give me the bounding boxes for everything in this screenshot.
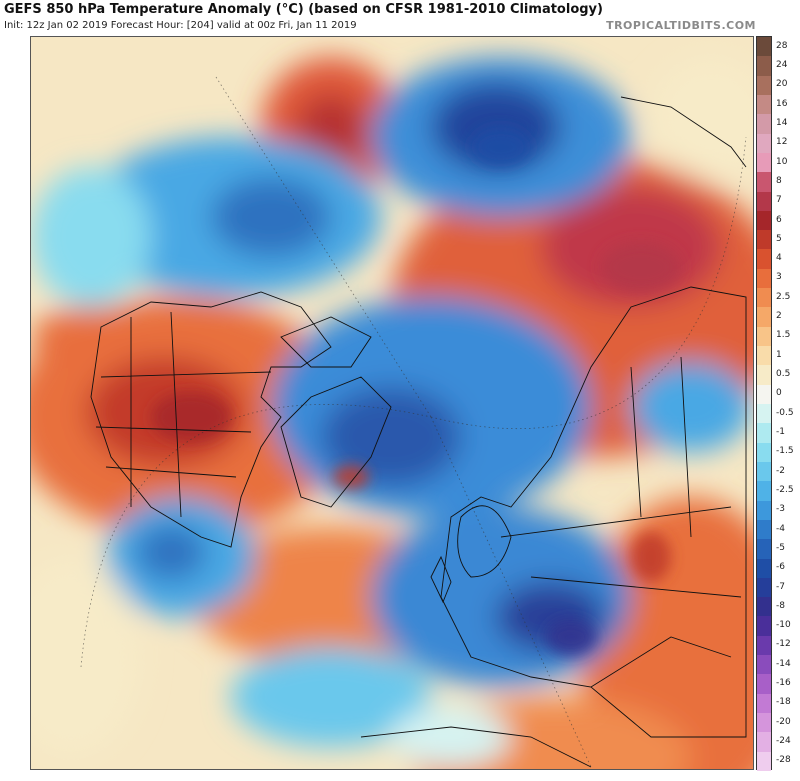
colorbar-tick-label: 10 — [776, 156, 788, 167]
colorbar-tick-label: -14 — [776, 658, 791, 669]
colorbar-tick-label: 6 — [776, 214, 782, 225]
colorbar-tick-label: 14 — [776, 117, 788, 128]
colorbar-segment — [757, 519, 771, 540]
colorbar-segment — [757, 558, 771, 579]
colorbar-tick-label: 3 — [776, 272, 782, 283]
anomaly-field — [31, 57, 753, 769]
anomaly-map — [30, 36, 754, 770]
colorbar-segment — [757, 635, 771, 656]
colorbar-segment — [757, 37, 771, 57]
colorbar-tick-label: -28 — [776, 755, 791, 766]
colorbar-tick-label: 2.5 — [776, 291, 791, 302]
colorbar-segment — [757, 539, 771, 560]
colorbar-segment — [757, 713, 771, 733]
colorbar-tick-label: 24 — [776, 59, 788, 70]
colorbar-segment — [757, 152, 771, 173]
colorbar-tick-label: 1 — [776, 349, 782, 360]
colorbar-tick-label: -0.5 — [776, 407, 794, 418]
colorbar-tick-label: -16 — [776, 678, 791, 689]
colorbar-segment — [757, 133, 771, 154]
colorbar-tick-label: -24 — [776, 736, 791, 747]
colorbar-tick-label: 7 — [776, 195, 782, 206]
colorbar-tick-label: 16 — [776, 98, 788, 109]
colorbar-tick-label: -12 — [776, 639, 791, 650]
colorbar-segment — [757, 655, 771, 675]
colorbar-segment — [757, 500, 771, 521]
colorbar-segment — [757, 365, 771, 386]
colorbar-tick-label: -1.5 — [776, 446, 794, 457]
colorbar-tick-label: -8 — [776, 600, 785, 611]
colorbar-segment — [757, 288, 771, 308]
colorbar-segment — [757, 384, 771, 405]
colorbar-segment — [757, 597, 771, 617]
colorbar-segment — [757, 481, 771, 502]
colorbar-tick-label: 20 — [776, 79, 788, 90]
colorbar-tick-label: -4 — [776, 523, 785, 534]
colorbar-tick-label: -1 — [776, 426, 785, 437]
colorbar-segment — [757, 210, 771, 231]
colorbar-segment — [757, 732, 771, 753]
colorbar — [756, 36, 772, 772]
colorbar-segment — [757, 307, 771, 328]
colorbar-segment — [757, 693, 771, 714]
coastlines — [90, 96, 747, 768]
colorbar-tick-label: -10 — [776, 620, 791, 631]
colorbar-tick-label: -6 — [776, 562, 785, 573]
colorbar-tick-label: 0.5 — [776, 369, 791, 380]
colorbar-tick-label: 2 — [776, 311, 782, 322]
graticule — [80, 76, 747, 768]
colorbar-segment — [757, 172, 771, 193]
colorbar-segment — [757, 461, 771, 482]
colorbar-segment — [757, 423, 771, 444]
colorbar-segment — [757, 230, 771, 250]
colorbar-segment — [757, 404, 771, 424]
colorbar-tick-label: 8 — [776, 175, 782, 186]
colorbar-tick-label: -20 — [776, 716, 791, 727]
colorbar-tick-label: 5 — [776, 233, 782, 244]
colorbar-segment — [757, 268, 771, 289]
colorbar-tick-label: -18 — [776, 697, 791, 708]
chart-title: GEFS 850 hPa Temperature Anomaly (°C) (b… — [4, 2, 603, 17]
colorbar-segment — [757, 249, 771, 270]
forecast-subtitle: Init: 12z Jan 02 2019 Forecast Hour: [20… — [4, 20, 357, 31]
colorbar-segment — [757, 56, 771, 77]
colorbar-segment — [757, 346, 771, 366]
colorbar-segment — [757, 114, 771, 135]
colorbar-segment — [757, 616, 771, 637]
colorbar-segment — [757, 674, 771, 695]
colorbar-tick-label: 12 — [776, 137, 788, 148]
brand-watermark: TROPICALTIDBITS.COM — [606, 19, 756, 32]
colorbar-tick-label: 28 — [776, 40, 788, 51]
colorbar-tick-label: 4 — [776, 253, 782, 264]
map-canvas — [31, 57, 753, 769]
colorbar-segment — [757, 577, 771, 598]
colorbar-tick-label: -7 — [776, 581, 785, 592]
colorbar-segment — [757, 326, 771, 347]
colorbar-segment — [757, 94, 771, 115]
colorbar-tick-label: -2 — [776, 465, 785, 476]
colorbar-segment — [757, 191, 771, 212]
colorbar-tick-label: 1.5 — [776, 330, 791, 341]
colorbar-tick-label: -3 — [776, 504, 785, 515]
colorbar-segment — [757, 751, 771, 772]
colorbar-tick-label: -5 — [776, 542, 785, 553]
colorbar-segment — [757, 75, 771, 96]
colorbar-segment — [757, 442, 771, 463]
colorbar-tick-label: 0 — [776, 388, 782, 399]
colorbar-tick-label: -2.5 — [776, 484, 794, 495]
